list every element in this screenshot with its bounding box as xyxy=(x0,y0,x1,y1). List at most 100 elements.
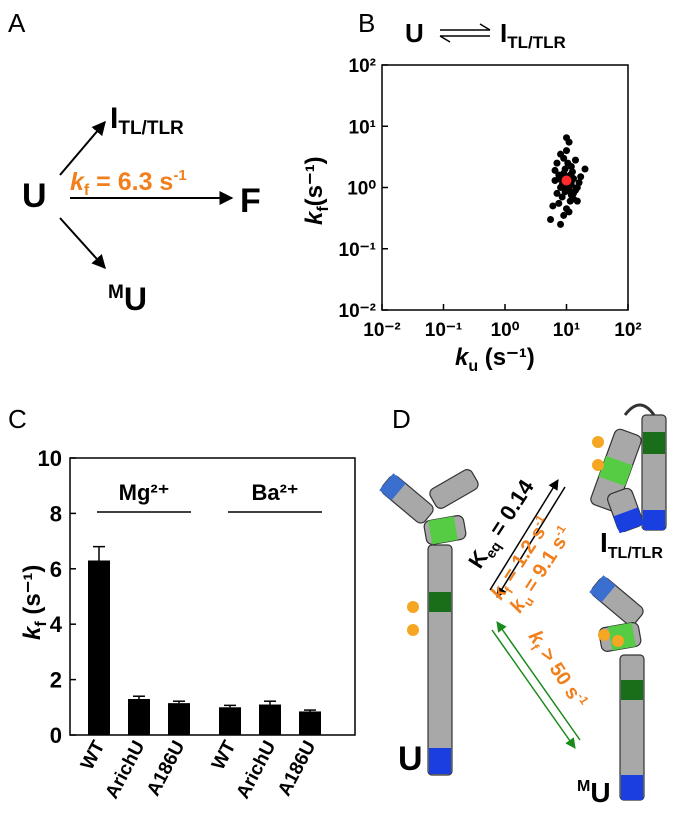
arrow xyxy=(496,621,581,741)
x-tick-label: WT xyxy=(77,737,110,773)
y-tick-label: 10² xyxy=(349,56,376,77)
point xyxy=(567,163,575,171)
x-tick-label: A186U xyxy=(143,737,189,799)
state-label: MU xyxy=(108,281,147,317)
group-label: Mg²⁺ xyxy=(119,480,170,505)
label-subscript: TL/TLR xyxy=(608,545,664,562)
y-axis-label: kf (s⁻¹) xyxy=(19,565,50,640)
point xyxy=(553,159,561,167)
point xyxy=(560,211,568,219)
chart-title: ITL/TLR xyxy=(500,18,566,52)
point xyxy=(573,197,581,205)
rate-symbol: k xyxy=(70,168,85,196)
label-main: I xyxy=(600,527,608,558)
eq-arrow xyxy=(479,23,491,31)
bar xyxy=(168,703,190,735)
x-tick-label: 10⁰ xyxy=(491,320,520,341)
label-unit: (s⁻¹) xyxy=(19,565,46,622)
title-main: I xyxy=(500,18,507,48)
state-label: ITL/TLR xyxy=(110,102,184,139)
group-label: Ba²⁺ xyxy=(251,480,298,505)
y-tick-label: 10⁻¹ xyxy=(339,240,377,261)
bar xyxy=(128,698,150,735)
y-tick-label: 8 xyxy=(50,501,62,526)
chart-title: U xyxy=(405,18,424,48)
label-main: I xyxy=(110,102,118,135)
bar xyxy=(299,711,321,735)
x-axis-label: ku (s⁻¹) xyxy=(455,344,535,375)
rate-label: kf = 6.3 s-1 xyxy=(70,167,187,199)
point xyxy=(557,150,565,158)
point xyxy=(581,165,589,173)
point xyxy=(561,175,572,186)
y-tick-label: 0 xyxy=(50,723,62,748)
label-symbol: k xyxy=(301,210,328,225)
x-tick-label: A186U xyxy=(274,737,320,799)
point xyxy=(547,216,555,224)
y-axis-label: kf(s⁻¹) xyxy=(301,156,332,225)
y-tick-label: 10¹ xyxy=(349,117,376,138)
point xyxy=(553,189,561,197)
point xyxy=(561,188,569,196)
arrow xyxy=(496,486,566,598)
bar xyxy=(219,707,241,735)
label-symbol: k xyxy=(455,344,470,371)
bar xyxy=(259,704,281,735)
label-text: > 50 s xyxy=(532,640,584,704)
arrow xyxy=(59,217,106,270)
y-tick-label: 10 xyxy=(38,446,62,471)
point xyxy=(555,199,563,207)
point xyxy=(551,166,559,174)
label-prefix: M xyxy=(108,282,124,303)
panel-b: B U ITL/TLR ku (s⁻¹) kf(s⁻¹) 10⁻² 10⁻¹ 10⁰… xyxy=(301,8,642,375)
label-prefix: M xyxy=(577,778,590,795)
label-main: U xyxy=(124,281,147,317)
label-unit: (s⁻¹) xyxy=(301,156,328,206)
x-tick-label: 10⁻¹ xyxy=(425,320,463,341)
x-tick-label: 10² xyxy=(614,320,641,341)
y-tick-label: 10⁻² xyxy=(339,301,377,322)
y-tick-label: 6 xyxy=(50,557,62,582)
y-tick-label: 10⁰ xyxy=(347,179,376,200)
state-label: ITL/TLR xyxy=(600,527,663,562)
state-label: U xyxy=(398,740,423,778)
point xyxy=(563,147,570,155)
label-subscript: u xyxy=(468,358,478,375)
plot-frame xyxy=(381,64,629,311)
rate-exponent: -1 xyxy=(173,167,186,184)
label-subscript: eq xyxy=(482,539,504,561)
y-tick-label: 4 xyxy=(50,612,63,637)
label-subscript: f xyxy=(33,621,50,627)
bar xyxy=(88,560,110,735)
plot-frame xyxy=(69,457,356,736)
panel-letter: D xyxy=(392,404,411,434)
rna-structure xyxy=(589,575,645,801)
point xyxy=(575,179,583,187)
label-unit: (s⁻¹) xyxy=(478,344,535,371)
label-subscript: f xyxy=(315,206,332,212)
rate-text: = 6.3 s xyxy=(89,168,173,196)
eq-arrow xyxy=(439,35,451,43)
point xyxy=(558,193,566,201)
panel-a: A U ITL/TLR kf = 6.3 s-1 F MU xyxy=(8,8,261,317)
x-tick-label: 10⁻² xyxy=(363,320,401,341)
title-subscript: TL/TLR xyxy=(507,33,566,52)
panel-d: D Keq = 0.14 kf = 1.2 s-1 ku = 9.1 s-1 k… xyxy=(379,403,667,808)
point xyxy=(577,173,585,181)
point xyxy=(549,202,557,210)
panel-letter: A xyxy=(8,8,26,38)
rna-structure xyxy=(590,403,667,534)
point xyxy=(563,134,570,142)
arrow xyxy=(59,120,106,176)
arrow xyxy=(491,629,576,749)
rate-subscript: f xyxy=(84,182,90,199)
panel-letter: C xyxy=(8,404,27,434)
rate-label: kf > 50 s-1 xyxy=(521,626,592,715)
point xyxy=(551,177,559,185)
label-subscript: TL/TLR xyxy=(118,118,184,139)
x-tick-label: 10¹ xyxy=(553,320,580,341)
label-main: U xyxy=(590,777,610,808)
state-label: F xyxy=(240,182,261,220)
